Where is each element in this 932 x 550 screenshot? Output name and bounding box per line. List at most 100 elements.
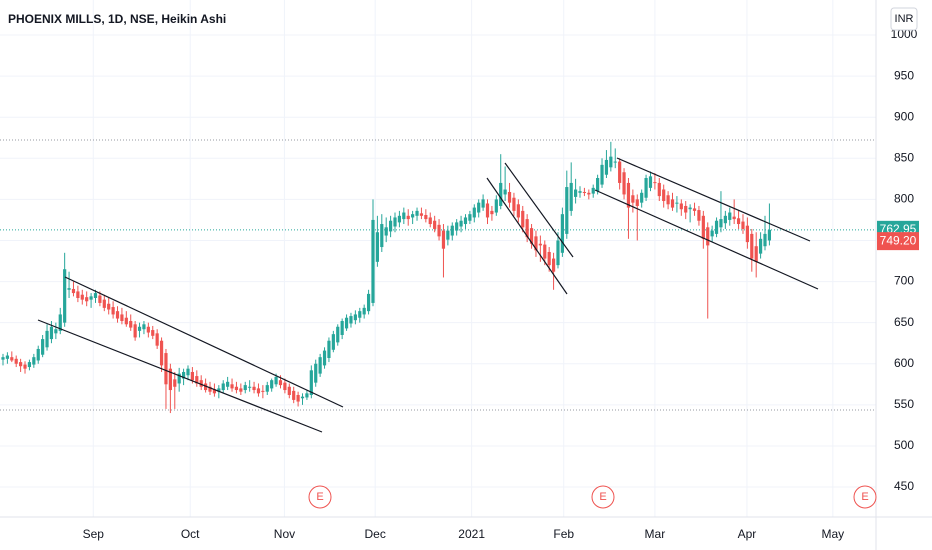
earnings-markers: E E E: [308, 485, 877, 509]
currency[interactable]: INR: [895, 13, 914, 25]
candle-body: [455, 222, 459, 231]
candle-body: [173, 379, 177, 387]
candle-body: [181, 371, 186, 379]
candle-body: [719, 219, 723, 228]
y-tick-label: 550: [894, 397, 914, 411]
candle-body: [115, 311, 120, 319]
earnings-label[interactable]: E: [316, 491, 323, 503]
candle-body: [226, 381, 230, 387]
x-tick-label: Sep: [83, 527, 105, 541]
candle-body: [93, 293, 98, 299]
x-tick-label: Nov: [274, 527, 295, 541]
candle-body: [27, 362, 32, 368]
candle-body: [490, 210, 494, 215]
candle-body: [248, 386, 252, 388]
candle-body: [714, 220, 719, 234]
candle-body: [477, 202, 481, 213]
earnings-label[interactable]: E: [599, 491, 606, 503]
candle-body: [710, 230, 714, 237]
candle-body: [137, 326, 142, 331]
y-tick-label: 700: [894, 274, 914, 288]
candle-body: [300, 396, 305, 399]
candle-body: [124, 317, 128, 325]
candle-body: [309, 370, 313, 395]
second-price-label: 749.20: [880, 233, 917, 247]
earnings-marker[interactable]: [308, 485, 332, 509]
candle-body: [278, 380, 283, 386]
earnings-marker[interactable]: [591, 485, 615, 509]
candle-body: [604, 159, 609, 175]
candle-body: [419, 213, 424, 216]
candle-body: [331, 334, 335, 350]
candle-body: [265, 385, 269, 392]
trend-line: [64, 276, 344, 408]
candle-body: [463, 217, 468, 225]
candle-body: [613, 161, 617, 163]
candle-body: [177, 373, 181, 384]
candle-body: [318, 357, 322, 374]
candle-body: [666, 195, 670, 205]
candle-body: [133, 324, 137, 338]
candle-body: [723, 215, 727, 224]
candle-body: [393, 217, 397, 227]
axes: 4505005506006507007508008509009501000Sep…: [83, 27, 919, 541]
trend-line: [616, 157, 811, 242]
candle-body: [644, 178, 648, 198]
candle-body: [706, 227, 710, 246]
candle-body: [186, 368, 190, 376]
candle-body: [415, 210, 419, 216]
candle-body: [503, 189, 507, 195]
y-tick-label: 850: [894, 150, 914, 164]
candle-body: [587, 192, 591, 195]
candle-body: [54, 329, 58, 334]
earnings-label[interactable]: E: [861, 491, 868, 503]
candle-body: [151, 330, 155, 336]
candle-body: [582, 191, 587, 193]
candle-body: [380, 224, 384, 248]
candle-body: [446, 230, 450, 240]
candles: [1, 141, 772, 414]
trend-line: [594, 189, 819, 290]
candle-body: [221, 383, 225, 391]
candle-body: [371, 219, 375, 303]
y-tick-label: 1000: [891, 27, 918, 41]
candle-body: [547, 251, 551, 266]
candle-body: [626, 182, 631, 208]
candle-body: [305, 393, 309, 398]
candle-body: [204, 383, 208, 391]
candle-body: [745, 225, 749, 243]
candle-body: [36, 348, 40, 361]
earnings-marker[interactable]: [853, 485, 877, 509]
candle-body: [459, 220, 463, 227]
x-tick-label: 2021: [458, 527, 485, 541]
x-tick-label: Apr: [738, 527, 757, 541]
candle-body: [1, 357, 5, 360]
candle-body: [653, 182, 657, 184]
candle-body: [243, 385, 247, 391]
currency-box[interactable]: [890, 7, 918, 31]
candle-body: [534, 236, 538, 251]
candle-body: [728, 212, 732, 220]
candle-body: [375, 232, 379, 262]
candle-body: [543, 244, 547, 259]
candle-body: [159, 340, 164, 366]
candle-body: [327, 340, 331, 358]
x-tick-label: May: [821, 527, 844, 541]
candle-body: [697, 210, 701, 221]
candle-body: [155, 333, 159, 346]
candle-body: [252, 386, 256, 391]
candle-body: [648, 176, 653, 188]
candle-body: [283, 382, 287, 391]
y-tick-label: 950: [894, 68, 914, 82]
candle-body: [565, 187, 569, 234]
candle-body: [411, 214, 415, 218]
candle-body: [239, 388, 243, 392]
candle-body: [10, 357, 14, 361]
candle-body: [622, 172, 626, 195]
candle-body: [58, 314, 62, 331]
candle-body: [406, 215, 410, 220]
candle-body: [472, 207, 476, 218]
candle-body: [512, 197, 516, 211]
candle-body: [468, 214, 472, 221]
